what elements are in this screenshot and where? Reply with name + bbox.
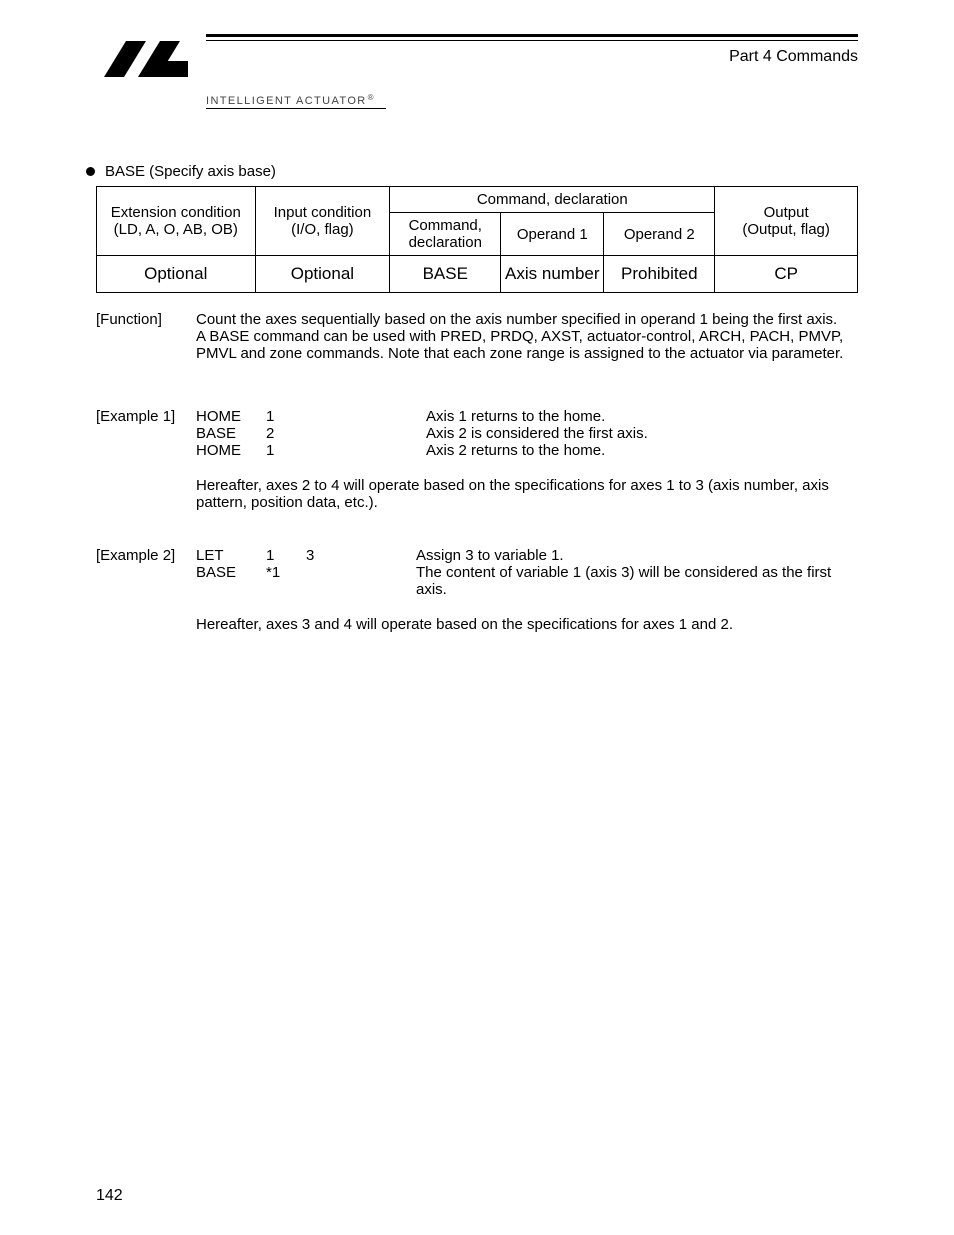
part-title: Part 4 Commands (729, 48, 858, 66)
th-input-cond-l2: (I/O, flag) (258, 221, 388, 238)
th-cmd-decl-sub: Command, declaration (390, 213, 501, 256)
page-number: 142 (96, 1187, 123, 1205)
th-input-cond: Input condition (I/O, flag) (255, 187, 390, 256)
ex1-r2-cmd: HOME (196, 442, 266, 459)
th-output-l2: (Output, flag) (717, 221, 855, 238)
ex1-r1-desc: Axis 2 is considered the first axis. (426, 425, 858, 442)
function-text: Count the axes sequentially based on the… (196, 311, 858, 362)
ex2-r0-op2: 3 (306, 547, 346, 564)
ex1-r0-spacer (306, 408, 426, 425)
ex1-r0-cmd: HOME (196, 408, 266, 425)
example2-row: BASE *1 The content of variable 1 (axis … (196, 564, 858, 598)
th-cmd-decl: Command, declaration (390, 187, 715, 213)
th-output-l1: Output (717, 204, 855, 221)
example1-row: HOME 1 Axis 2 returns to the home. (196, 442, 858, 459)
example1-row: HOME 1 Axis 1 returns to the home. (196, 408, 858, 425)
ex1-r2-op1: 1 (266, 442, 306, 459)
ex1-r1-op1: 2 (266, 425, 306, 442)
td-input-cond: Optional (255, 256, 390, 293)
ex1-r2-spacer (306, 442, 426, 459)
brand-text: INTELLIGENT ACTUATOR (206, 95, 367, 107)
ex2-r1-op2 (306, 564, 346, 598)
th-ext-cond-l2: (LD, A, O, AB, OB) (99, 221, 253, 238)
ex1-r0-op1: 1 (266, 408, 306, 425)
th-ext-cond: Extension condition (LD, A, O, AB, OB) (97, 187, 256, 256)
example2-after: Hereafter, axes 3 and 4 will operate bas… (196, 616, 858, 633)
ex2-r1-desc: The content of variable 1 (axis 3) will … (416, 564, 858, 598)
command-title: BASE (Specify axis base) (105, 163, 276, 180)
command-table: Extension condition (LD, A, O, AB, OB) I… (96, 186, 858, 293)
th-ext-cond-l1: Extension condition (99, 204, 253, 221)
example1-row: BASE 2 Axis 2 is considered the first ax… (196, 425, 858, 442)
ex2-r1-spacer (346, 564, 416, 598)
ex2-r0-cmd: LET (196, 547, 266, 564)
td-operand2: Prohibited (604, 256, 715, 293)
bullet-icon (86, 167, 95, 176)
td-output: CP (715, 256, 858, 293)
brand-underline (206, 108, 386, 109)
ex1-r0-desc: Axis 1 returns to the home. (426, 408, 858, 425)
ex2-r0-spacer (346, 547, 416, 564)
ex2-r1-op1: *1 (266, 564, 306, 598)
example1-label: [Example 1] (96, 408, 196, 459)
ex1-r2-desc: Axis 2 returns to the home. (426, 442, 858, 459)
ex1-r1-spacer (306, 425, 426, 442)
td-operand1: Axis number (501, 256, 604, 293)
example2-row: LET 1 3 Assign 3 to variable 1. (196, 547, 858, 564)
th-operand2: Operand 2 (604, 213, 715, 256)
ex2-r1-cmd: BASE (196, 564, 266, 598)
th-output: Output (Output, flag) (715, 187, 858, 256)
registered-mark: ® (368, 93, 374, 102)
th-input-cond-l1: Input condition (258, 204, 388, 221)
logo-block (96, 37, 196, 97)
function-label: [Function] (96, 311, 196, 362)
logo-icon (96, 37, 196, 81)
example1-after: Hereafter, axes 2 to 4 will operate base… (196, 477, 858, 511)
example2-label: [Example 2] (96, 547, 196, 598)
ex2-r0-desc: Assign 3 to variable 1. (416, 547, 858, 564)
ex2-r0-op1: 1 (266, 547, 306, 564)
td-cmd: BASE (390, 256, 501, 293)
th-operand1: Operand 1 (501, 213, 604, 256)
td-ext-cond: Optional (97, 256, 256, 293)
ex1-r1-cmd: BASE (196, 425, 266, 442)
